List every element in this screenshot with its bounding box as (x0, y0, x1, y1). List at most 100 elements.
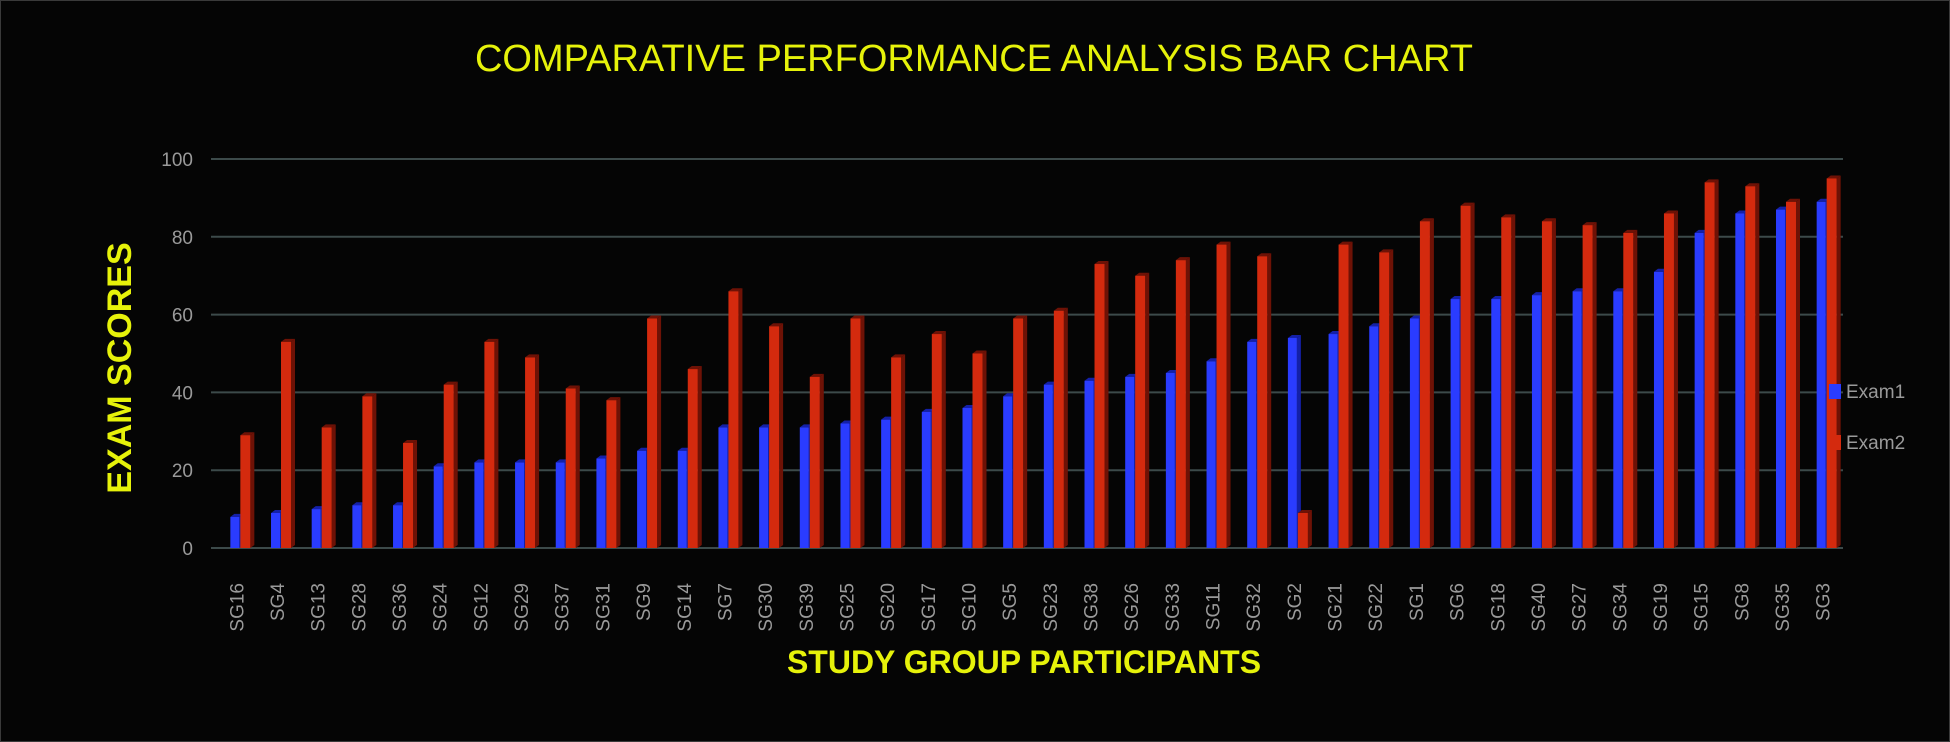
bar-top (1501, 214, 1516, 218)
bar-top (1663, 210, 1678, 214)
bar-top (1541, 218, 1556, 222)
x-tick-label-sg8: SG8 (1732, 583, 1753, 621)
bar-exam2-sg29 (525, 354, 540, 548)
bar-exam2-sg14 (687, 366, 702, 548)
bar-face (799, 427, 809, 548)
bar-face (769, 326, 780, 548)
x-tick-label-sg32: SG32 (1244, 583, 1265, 632)
bar-top (443, 381, 458, 385)
bar-side (901, 354, 906, 548)
legend-label-exam1: Exam1 (1846, 382, 1905, 403)
x-tick-label-sg35: SG35 (1773, 583, 1794, 632)
bar-top (1816, 198, 1830, 202)
bar-face (931, 334, 942, 548)
bar-side (250, 432, 255, 548)
bar-top (1257, 253, 1272, 257)
bar-face (850, 318, 861, 548)
bar-top (1084, 377, 1098, 381)
bar-exam2-sg10 (972, 350, 987, 548)
bar-face (637, 450, 647, 548)
bar-face (1613, 291, 1623, 548)
legend-swatch-exam1 (1829, 384, 1841, 399)
bar-exam2-sg19 (1663, 210, 1678, 548)
bar-face (1419, 221, 1430, 549)
bar-top (352, 502, 366, 506)
bar-face (352, 505, 362, 548)
x-tick-label-sg15: SG15 (1692, 583, 1713, 632)
bar-top (1735, 210, 1749, 214)
bar-exam2-sg16 (240, 432, 255, 548)
bar-face (1826, 178, 1837, 548)
x-tick-label-sg34: SG34 (1610, 583, 1631, 632)
bar-face (881, 419, 891, 548)
bar-face (443, 384, 454, 548)
x-tick-label-sg1: SG1 (1407, 583, 1428, 621)
bar-top (1775, 206, 1789, 210)
bar-side (453, 381, 458, 548)
bar-face (1409, 318, 1419, 548)
bar-exam2-sg36 (403, 439, 418, 548)
bar-face (1450, 299, 1460, 548)
bar-top (637, 447, 651, 451)
bar-exam2-sg7 (728, 288, 743, 548)
bar-top (1247, 338, 1261, 342)
bar-exam2-sg17 (931, 331, 946, 548)
y-axis-ticks: 0 20 40 60 80 100 (161, 150, 193, 560)
bar-face (1582, 225, 1593, 548)
bar-face (525, 357, 536, 548)
bar-top (769, 323, 784, 327)
bar-top (759, 424, 773, 428)
bar-face (1501, 217, 1512, 548)
bar-face (1623, 232, 1634, 548)
bar-exam2-sg20 (891, 354, 906, 548)
bar-top (799, 424, 813, 428)
x-tick-label-sg10: SG10 (959, 583, 980, 632)
x-tick-label-sg23: SG23 (1041, 583, 1062, 632)
x-tick-label-sg31: SG31 (593, 583, 614, 632)
x-tick-label-sg29: SG29 (512, 583, 533, 632)
x-tick-label-sg22: SG22 (1366, 583, 1387, 632)
bar-top (403, 439, 418, 443)
bar-side (291, 338, 296, 548)
bar-exam2-sg30 (769, 323, 784, 548)
x-tick-label-sg27: SG27 (1570, 583, 1591, 632)
x-tick-label-sg4: SG4 (268, 583, 289, 621)
bar-exam2-sg2 (1297, 509, 1312, 548)
bar-side (413, 439, 418, 548)
bar-face (1053, 310, 1064, 548)
x-tick-label-sg40: SG40 (1529, 583, 1550, 632)
x-tick-label-sg37: SG37 (553, 583, 574, 632)
bar-face (1043, 384, 1053, 548)
bar-exam2-sg8 (1745, 183, 1760, 549)
bar-side (1145, 272, 1150, 548)
x-tick-label-sg13: SG13 (309, 583, 330, 632)
bar-face (1165, 372, 1175, 548)
bar-top (362, 393, 377, 397)
bar-side (697, 366, 702, 548)
y-tick-label-0: 0 (182, 539, 193, 560)
bar-exam2-sg4 (281, 338, 296, 548)
bar-face (1491, 299, 1501, 548)
bar-side (819, 373, 824, 548)
bar-top (1369, 323, 1383, 327)
bar-top (311, 506, 325, 510)
bar-side (657, 315, 662, 548)
x-tick-label-sg28: SG28 (349, 583, 370, 632)
bar-side (1063, 307, 1068, 548)
bar-top (565, 385, 580, 389)
bar-top (525, 354, 540, 358)
bar-exam2-sg11 (1216, 241, 1231, 548)
bar-top (1338, 241, 1353, 245)
bar-side (1226, 241, 1231, 548)
bar-top (1003, 393, 1017, 397)
bar-exam2-sg38 (1094, 261, 1109, 548)
bar-side (1795, 198, 1800, 549)
x-tick-label-sg2: SG2 (1285, 583, 1306, 621)
bar-side (1592, 222, 1597, 548)
bar-face (596, 458, 606, 548)
bar-face (606, 400, 617, 548)
bar-top (1745, 183, 1760, 187)
bar-top (1216, 241, 1231, 245)
bar-top (1785, 198, 1800, 202)
